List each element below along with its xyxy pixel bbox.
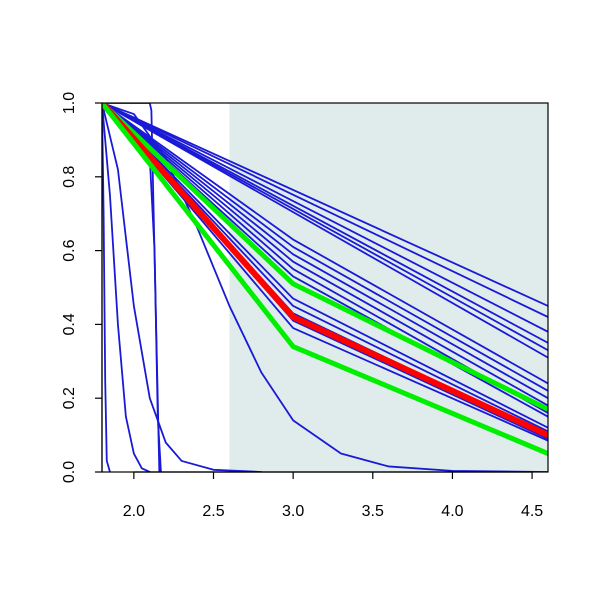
x-tick-label: 2.5 <box>202 503 224 520</box>
series-line-blue-4 <box>102 103 548 344</box>
y-axis: 0.0 0.2 0.4 0.6 0.8 1.0 <box>61 92 103 483</box>
x-tick-label: 3.0 <box>282 503 304 520</box>
plot-area <box>101 102 549 473</box>
series-line-green-24 <box>102 103 548 412</box>
x-tick-label: 4.5 <box>521 503 543 520</box>
x-tick-label: 2.0 <box>123 503 145 520</box>
series-line-blue-2 <box>102 103 548 318</box>
series-line-blue-3 <box>102 103 548 333</box>
y-tick-label: 0.8 <box>61 166 78 188</box>
series-line-blue-23 <box>102 103 111 472</box>
y-tick-label: 0.0 <box>61 461 78 483</box>
series-line-blue-1 <box>102 103 548 307</box>
series-line-blue-10 <box>102 103 548 407</box>
series-group <box>102 103 548 472</box>
x-axis: 2.0 2.5 3.0 3.5 4.0 4.5 <box>123 471 543 520</box>
series-line-red-25 <box>102 103 548 439</box>
series-line-blue-9 <box>102 103 548 400</box>
series-line-blue-6 <box>102 103 548 359</box>
series-line-blue-13 <box>102 103 548 429</box>
x-tick-label: 4.0 <box>441 503 463 520</box>
y-tick-label: 0.2 <box>61 387 78 409</box>
y-tick-label: 0.4 <box>61 313 78 335</box>
series-line-blue-8 <box>102 103 548 392</box>
y-tick-label: 1.0 <box>61 92 78 114</box>
series-line-blue-20 <box>102 103 151 472</box>
series-line-blue-18 <box>102 103 548 472</box>
series-line-blue-7 <box>102 103 548 385</box>
y-tick-label: 0.6 <box>61 239 78 261</box>
series-line-green-26 <box>102 103 548 457</box>
x-tick-label: 3.5 <box>362 503 384 520</box>
series-line-blue-5 <box>102 103 548 352</box>
